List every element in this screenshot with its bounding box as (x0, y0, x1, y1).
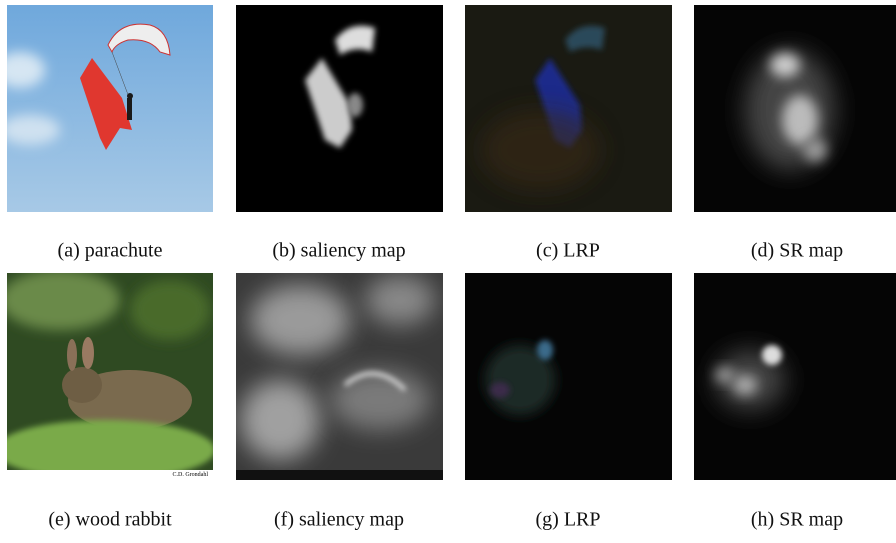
saliency-map (236, 273, 443, 480)
sr-map (694, 273, 896, 480)
caption: (c) LRP (536, 240, 600, 262)
caption: (d) SR map (751, 240, 843, 262)
lrp-map (465, 5, 672, 212)
caption: (b) saliency map (272, 240, 405, 262)
caption: (e) wood rabbit (48, 509, 172, 531)
watermark: C.D. Grondahl (173, 472, 209, 478)
caption: (h) SR map (751, 509, 843, 531)
photo-parachute (7, 5, 213, 212)
sr-map (694, 5, 896, 212)
caption: (g) LRP (536, 509, 601, 531)
caption: (a) parachute (58, 240, 163, 262)
lrp-map (465, 273, 672, 480)
photo-rabbit: C.D. Grondahl (7, 273, 213, 480)
saliency-map (236, 5, 443, 212)
caption: (f) saliency map (274, 509, 404, 531)
